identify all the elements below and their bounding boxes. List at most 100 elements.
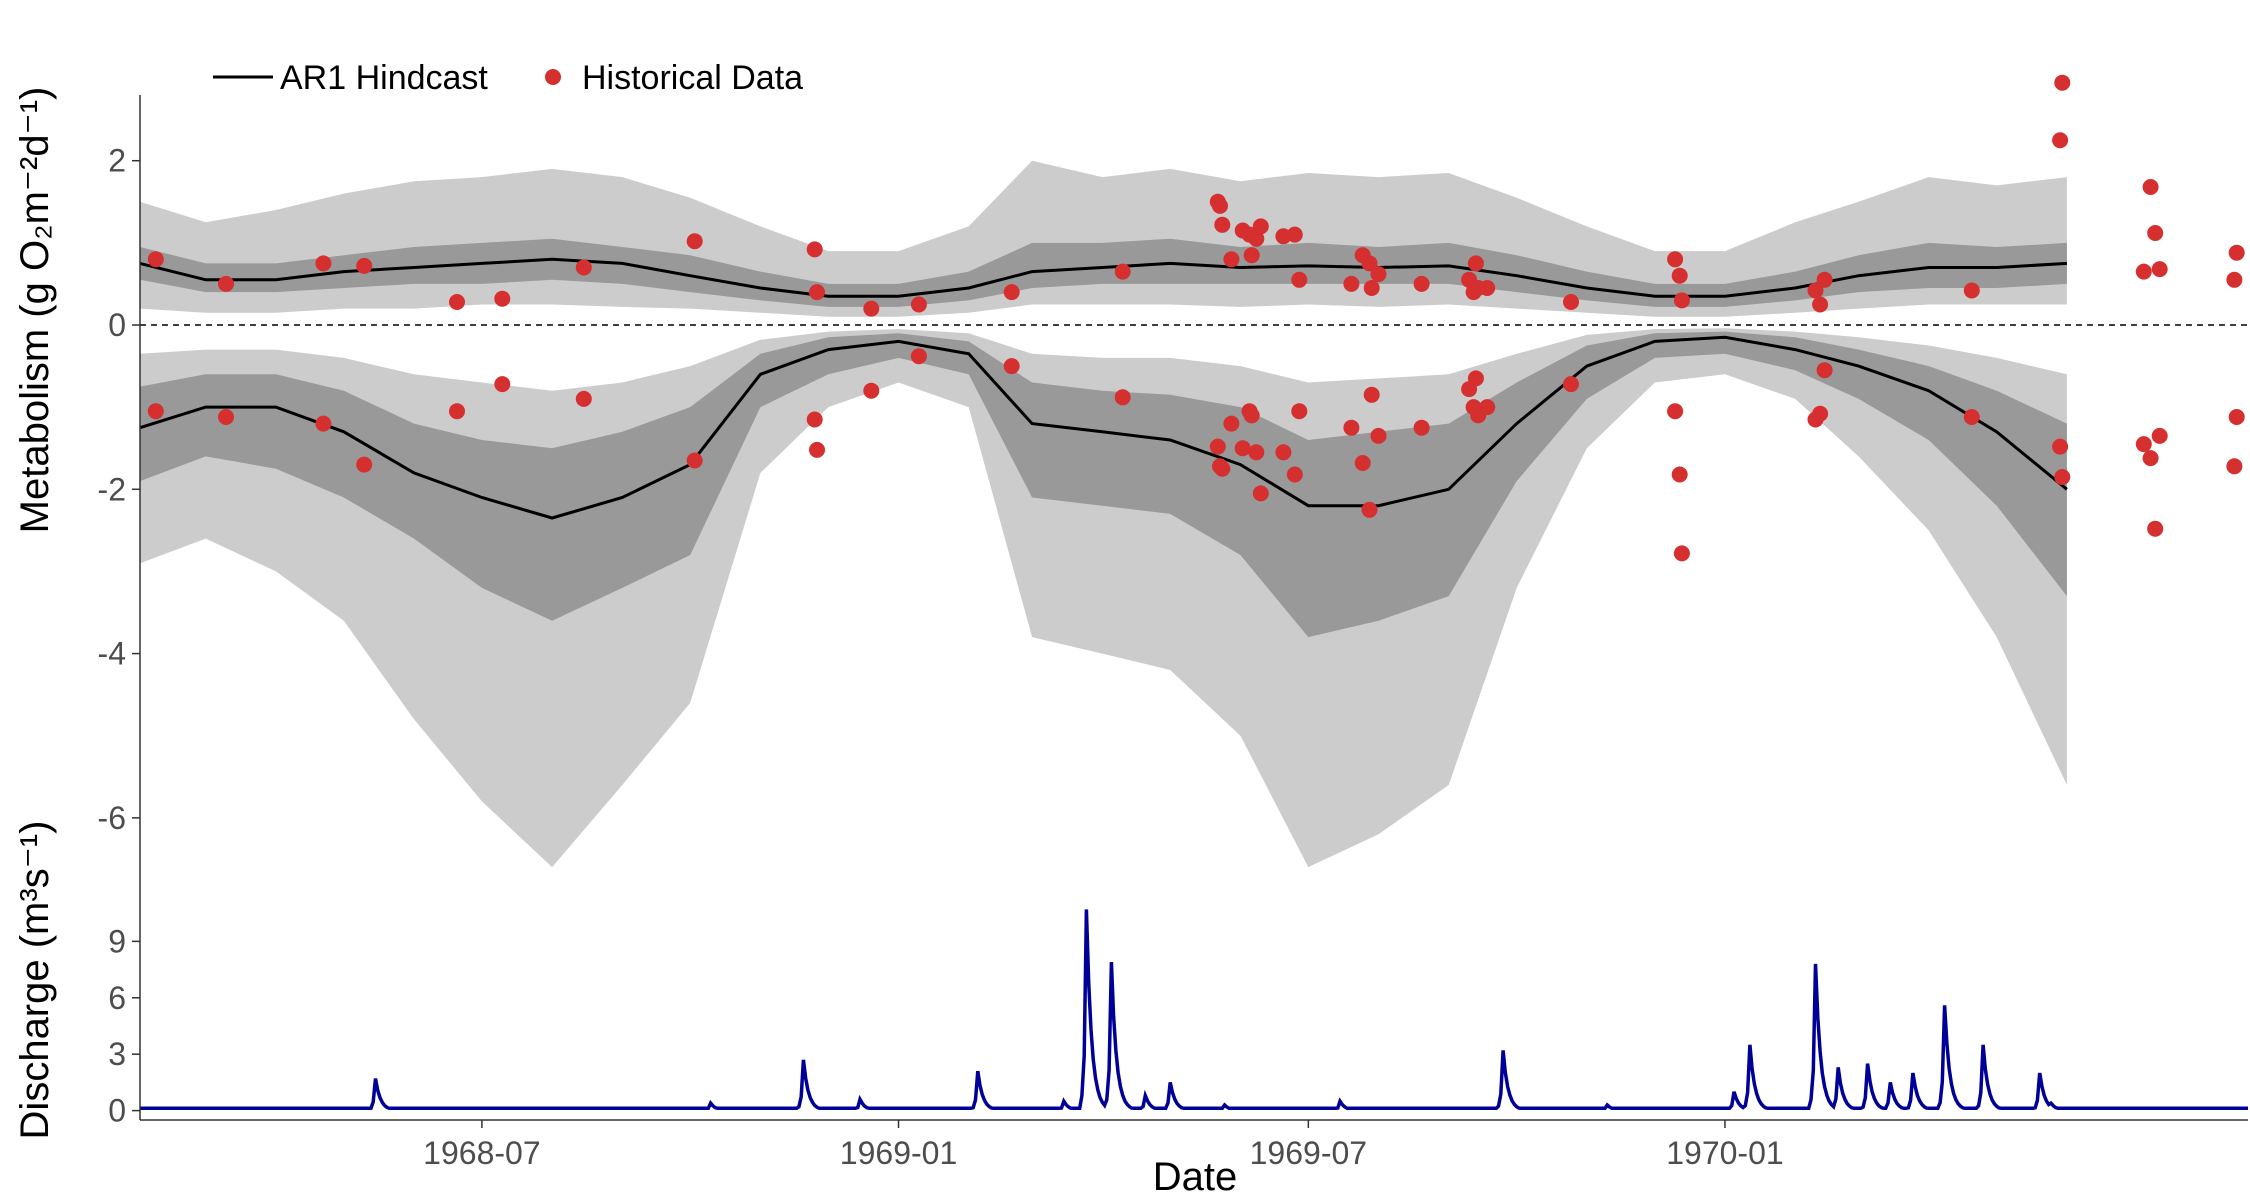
y-tick-label: 3 <box>108 1036 126 1072</box>
historical-point <box>1667 251 1684 268</box>
historical-point <box>2142 179 2159 195</box>
historical-point <box>1343 275 1360 292</box>
date-axis-title: Date <box>1153 1155 1238 1199</box>
historical-point <box>1223 251 1240 268</box>
historical-point <box>1812 296 1829 313</box>
historical-point <box>1003 358 1020 375</box>
historical-point <box>1370 266 1387 283</box>
historical-point <box>910 296 927 313</box>
historical-point <box>218 275 234 292</box>
historical-point <box>1673 292 1690 309</box>
historical-point <box>356 257 373 274</box>
historical-point <box>449 294 465 310</box>
historical-point <box>449 403 465 420</box>
x-tick-label: 1968-07 <box>423 1135 540 1171</box>
historical-point <box>1361 501 1378 518</box>
historical-point <box>809 284 825 301</box>
historical-point <box>1673 545 1690 562</box>
historical-point <box>1214 460 1231 477</box>
x-tick-label: 1969-01 <box>840 1135 957 1171</box>
historical-point <box>1479 280 1496 296</box>
historical-point <box>1243 407 1260 424</box>
hindcast-line-er <box>139 335 2068 520</box>
historical-point <box>2142 450 2159 467</box>
historical-point <box>910 348 927 365</box>
metabolism-axis-title: Metabolism (g O₂m⁻²d⁻¹) <box>13 87 57 534</box>
historical-point <box>315 255 332 272</box>
historical-point <box>2151 261 2168 278</box>
historical-point <box>2054 469 2071 485</box>
historical-point <box>147 251 164 268</box>
y-tick-label: 0 <box>108 307 126 343</box>
historical-point <box>1816 271 1833 288</box>
historical-point <box>356 456 373 473</box>
historical-point <box>2228 244 2245 261</box>
historical-point <box>1114 389 1131 406</box>
metabolism-y-axis: 2 0 -2 -4 -6 <box>98 95 141 900</box>
metabolism-panel: 2 0 -2 -4 -6 Metabolism (g O₂m⁻²d⁻¹) <box>13 74 2248 900</box>
historical-point <box>1563 294 1579 310</box>
historical-point <box>1671 267 1688 284</box>
historical-point <box>1252 485 1269 502</box>
historical-point <box>1252 218 1269 235</box>
historical-point <box>1563 376 1579 393</box>
y-tick-label: -2 <box>98 471 126 507</box>
historical-point <box>686 233 703 250</box>
historical-point <box>1370 427 1387 444</box>
historical-point <box>2052 438 2069 455</box>
y-tick-label: 2 <box>108 143 126 179</box>
historical-point <box>1413 419 1430 436</box>
date-x-axis: 1968-07 1969-01 1969-07 1970-01 <box>140 1119 2248 1171</box>
historical-point <box>1275 444 1292 461</box>
legend-historical-label: Historical Data <box>582 59 803 97</box>
y-tick-label: -4 <box>98 636 126 672</box>
historical-points <box>147 74 2245 562</box>
historical-point <box>1413 275 1430 292</box>
x-tick-label: 1970-01 <box>1666 1135 1783 1171</box>
historical-point <box>1671 466 1688 483</box>
historical-point <box>1248 230 1265 247</box>
historical-point <box>1963 409 1980 425</box>
historical-point <box>218 409 234 425</box>
historical-point <box>1286 226 1303 243</box>
historical-point <box>1291 271 1308 288</box>
historical-point <box>863 382 880 399</box>
historical-point <box>494 290 511 307</box>
historical-point <box>1214 216 1231 233</box>
historical-point <box>1223 415 1240 432</box>
historical-point <box>1248 444 1265 461</box>
historical-point <box>2135 436 2152 453</box>
historical-point <box>1667 403 1684 420</box>
historical-point <box>686 452 703 469</box>
historical-point <box>1243 247 1260 264</box>
historical-point <box>806 411 823 428</box>
historical-point <box>575 259 592 276</box>
historical-point <box>2147 520 2164 537</box>
historical-point <box>1363 280 1380 296</box>
historical-point <box>1467 370 1484 387</box>
historical-point <box>1467 255 1484 272</box>
historical-point <box>863 300 880 317</box>
hindcast-lines <box>139 257 2068 520</box>
hindcast-band-50 <box>140 238 2067 638</box>
historical-point <box>1816 362 1833 379</box>
historical-point <box>1234 440 1251 457</box>
legend-historical-swatch <box>545 69 561 85</box>
discharge-line <box>140 909 2248 1111</box>
y-tick-label: 6 <box>108 980 126 1016</box>
historical-point <box>2151 427 2168 444</box>
historical-point <box>494 376 511 393</box>
historical-point <box>1343 419 1360 436</box>
legend: AR1 Hindcast Historical Data <box>213 59 803 97</box>
band-50-gpp <box>140 238 2067 307</box>
historical-point <box>575 390 592 407</box>
legend-hindcast-label: AR1 Hindcast <box>280 59 488 97</box>
historical-point <box>1354 455 1371 471</box>
historical-point <box>147 403 164 420</box>
y-tick-label: 0 <box>108 1093 126 1129</box>
historical-point <box>1003 284 1020 301</box>
y-tick-label: 9 <box>108 923 126 959</box>
historical-point <box>2147 225 2164 241</box>
